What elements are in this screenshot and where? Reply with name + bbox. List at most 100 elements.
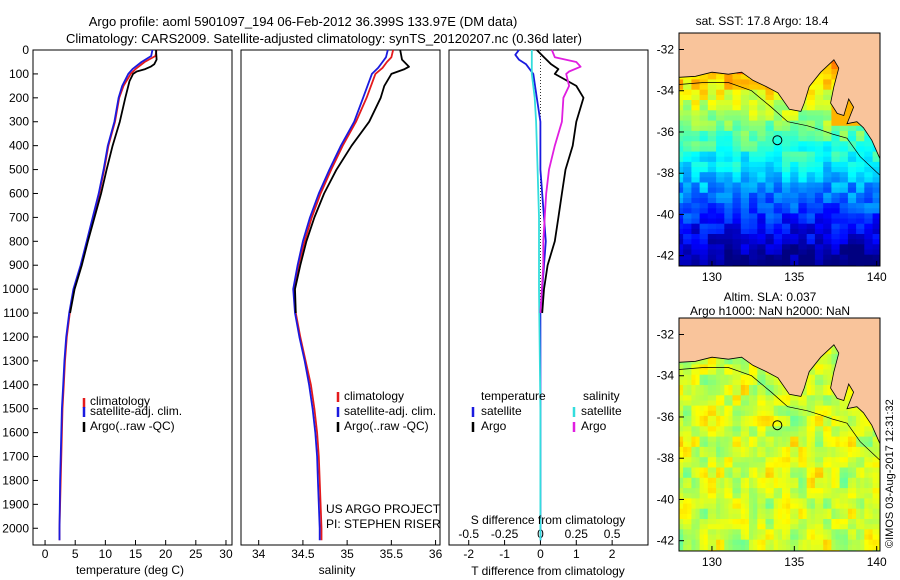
heatmap-cell [728, 234, 734, 240]
heatmap-cell [827, 249, 833, 256]
heatmap-cell [777, 467, 783, 474]
heatmap-cell [683, 136, 688, 142]
heatmap-cell [679, 198, 684, 204]
heatmap-cell [790, 187, 795, 194]
heatmap-cell [749, 141, 754, 148]
heatmap-cell [790, 110, 795, 117]
heatmap-cell [852, 446, 857, 453]
depth-tick-label: 1600 [2, 426, 29, 440]
heatmap-cell [810, 228, 816, 235]
heatmap-cell [823, 218, 828, 225]
heatmap-cell [835, 524, 841, 530]
heatmap-cell [753, 223, 758, 230]
heatmap-cell [712, 228, 717, 235]
heatmap-cell [798, 161, 804, 168]
heatmap-cell [773, 472, 779, 479]
heatmap-cell [720, 172, 725, 178]
heatmap-cell [823, 249, 828, 256]
heatmap-cell [769, 94, 775, 101]
heatmap-cell [827, 374, 833, 381]
heatmap-cell [757, 539, 763, 546]
heatmap-cell [798, 498, 804, 505]
heatmap-cell [724, 457, 730, 463]
heatmap-cell [749, 534, 754, 541]
heatmap-cell [695, 410, 701, 417]
heatmap-cell [856, 477, 861, 484]
heatmap-cell [823, 234, 828, 240]
heatmap-cell [699, 167, 705, 173]
s-argo-diff [539, 49, 582, 314]
heatmap-cell [814, 79, 820, 86]
heatmap-cell [856, 213, 861, 220]
heatmap-cell [732, 105, 738, 111]
heatmap-cell [732, 488, 738, 494]
heatmap-cell [732, 462, 738, 469]
heatmap-cell [744, 177, 750, 184]
heatmap-cell [744, 74, 750, 80]
heatmap-cell [720, 208, 725, 215]
heatmap-cell [786, 182, 791, 189]
heatmap-cell [744, 161, 750, 168]
heatmap-cell [868, 436, 874, 443]
heatmap-cell [687, 167, 692, 173]
heatmap-cell [699, 544, 705, 551]
heatmap-cell [810, 415, 816, 422]
heatmap-cell [864, 167, 870, 173]
heatmap-cell [860, 410, 865, 417]
heatmap-cell [843, 493, 849, 500]
heatmap-cell [736, 385, 742, 391]
heatmap-cell [810, 544, 816, 551]
heatmap-cell [790, 410, 795, 417]
heatmap-cell [720, 218, 725, 225]
heatmap-cell [728, 244, 734, 251]
heatmap-cell [765, 203, 771, 209]
heatmap-cell [707, 508, 713, 515]
heatmap-cell [769, 436, 775, 443]
depth-tick-label: 500 [9, 163, 29, 177]
heatmap-cell [839, 446, 845, 453]
heatmap-cell [794, 452, 800, 458]
heatmap-cell [699, 457, 705, 463]
heatmap-cell [839, 467, 845, 474]
heatmap-cell [876, 234, 880, 240]
heatmap-cell [782, 244, 787, 251]
heatmap-cell [757, 493, 763, 500]
heatmap-cell [720, 431, 725, 438]
heatmap-cell [864, 477, 870, 484]
heatmap-cell [856, 130, 861, 137]
heatmap-cell [691, 177, 697, 184]
heatmap-cell [716, 426, 721, 433]
heatmap-cell [703, 120, 709, 127]
heatmap-cell [827, 198, 833, 204]
heatmap-cell [860, 136, 865, 142]
heatmap-cell [753, 488, 758, 494]
heatmap-cell [716, 187, 721, 194]
heatmap-cell [864, 239, 870, 245]
heatmap-cell [852, 218, 857, 225]
heatmap-cell [823, 534, 828, 541]
heatmap-cell [856, 208, 861, 215]
heatmap-cell [757, 457, 763, 463]
heatmap-cell [782, 146, 787, 153]
heatmap-cell [716, 249, 721, 256]
heatmap-cell [827, 369, 833, 376]
heatmap-cell [827, 182, 833, 189]
heatmap-cell [802, 208, 808, 215]
heatmap-cell [712, 105, 717, 111]
heatmap-cell [802, 385, 808, 391]
heatmap-cell [794, 493, 800, 500]
heatmap-cell [679, 146, 684, 153]
heatmap-cell [868, 472, 874, 479]
heatmap-cell [712, 539, 717, 546]
heatmap-cell [695, 125, 701, 132]
heatmap-cell [864, 524, 870, 530]
heatmap-cell [732, 405, 738, 412]
heatmap-cell [802, 259, 808, 266]
depth-tick-label: 700 [9, 210, 29, 224]
heatmap-cell [683, 503, 688, 510]
heatmap-cell [847, 187, 853, 194]
x-tick-label: 10 [99, 547, 113, 561]
heatmap-cell [769, 513, 775, 520]
heatmap-cell [679, 218, 684, 225]
heatmap-cell [753, 136, 758, 142]
